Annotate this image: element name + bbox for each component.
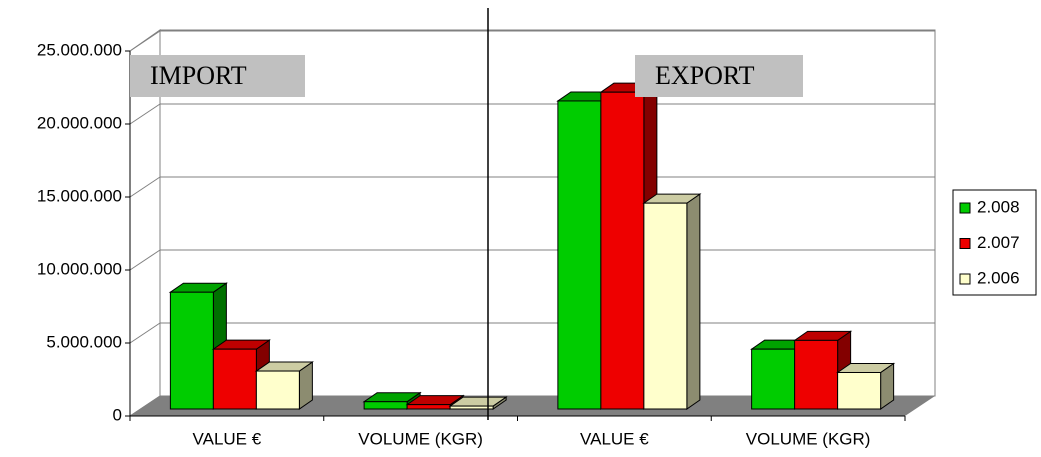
bar — [449, 405, 494, 410]
bar — [600, 91, 645, 410]
bar — [643, 202, 688, 410]
y-tick-label: 25.000.000 — [37, 40, 122, 59]
bar — [751, 348, 796, 410]
grid-line — [129, 30, 161, 52]
bar — [794, 339, 839, 410]
legend-label: 2.007 — [977, 233, 1020, 252]
grid-line — [129, 322, 161, 344]
y-tick-label: 5.000.000 — [46, 332, 122, 351]
bar — [212, 348, 257, 410]
grid-line — [129, 176, 161, 198]
bar — [837, 372, 882, 410]
grid-line — [129, 395, 161, 417]
legend-swatch — [959, 273, 971, 285]
legend-swatch — [959, 202, 971, 214]
annotation: IMPORT — [150, 61, 247, 90]
y-tick-label: 0 — [113, 405, 122, 424]
floor — [130, 396, 935, 416]
bar — [169, 291, 214, 410]
x-tick-label: VOLUME (KGR) — [746, 429, 871, 448]
annotation: EXPORT — [655, 61, 755, 90]
x-tick-label: VALUE € — [193, 429, 262, 448]
bar — [363, 401, 408, 410]
legend-label: 2.008 — [977, 197, 1020, 216]
y-tick-label: 10.000.000 — [37, 259, 122, 278]
y-tick-label: 20.000.000 — [37, 113, 122, 132]
annotation-box — [635, 55, 803, 97]
x-tick-label: VALUE € — [580, 429, 649, 448]
bar — [255, 370, 300, 410]
bar — [557, 100, 602, 410]
legend-swatch — [959, 238, 971, 249]
grid-line — [129, 249, 161, 271]
grid-line — [129, 103, 161, 125]
annotation-box — [130, 55, 305, 97]
bar-side — [686, 193, 701, 410]
y-tick-label: 15.000.000 — [37, 186, 122, 205]
legend-label: 2.006 — [977, 268, 1020, 287]
x-tick-label: VOLUME (KGR) — [358, 429, 483, 448]
bar — [406, 404, 451, 410]
